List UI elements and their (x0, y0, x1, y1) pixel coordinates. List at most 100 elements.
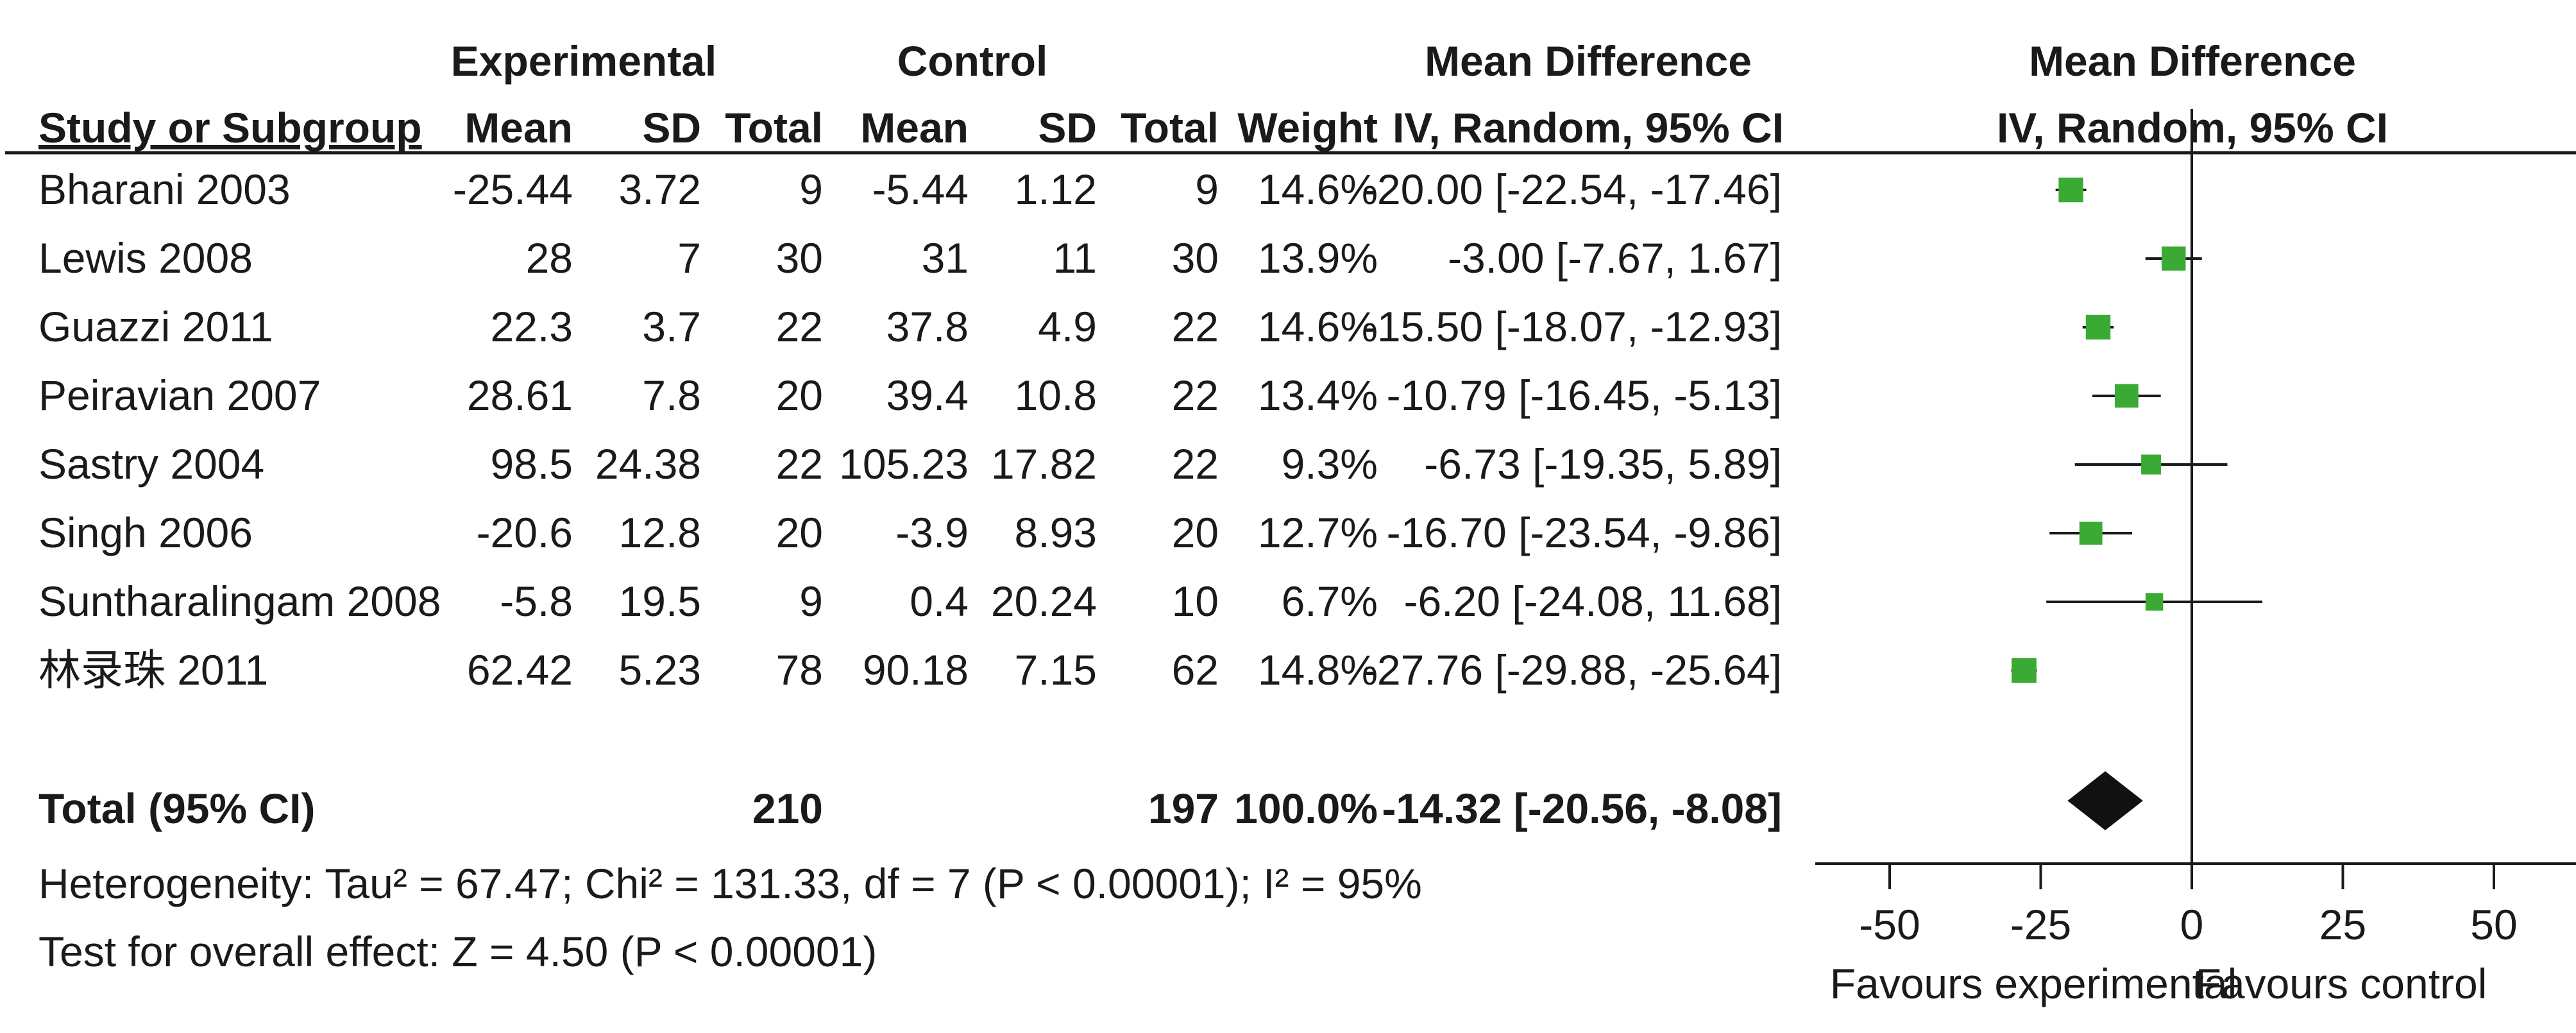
control-sd: 1.12 (1015, 166, 1097, 213)
x-tick-label: -50 (1859, 901, 1920, 948)
experimental-total: 22 (776, 440, 823, 488)
control-total: 10 (1172, 577, 1219, 625)
experimental-total: 9 (799, 577, 823, 625)
study-name: Peiravian 2007 (38, 371, 321, 419)
weight-value: 9.3% (1282, 440, 1378, 488)
control-mean: -5.44 (872, 166, 969, 213)
study-effect-marker (2145, 593, 2164, 611)
experimental-mean-header: Mean (464, 104, 573, 151)
control-mean: 37.8 (886, 303, 969, 350)
mean-difference-table-header: Mean Difference (1425, 37, 1752, 85)
control-mean: -3.9 (895, 509, 969, 556)
x-tick-label: 50 (2470, 901, 2517, 948)
table-row: Bharani 2003 -25.44 3.72 9 -5.44 1.12 9 14.6%-2… (38, 166, 1782, 213)
control-sd: 20.24 (991, 577, 1097, 625)
study-name: Lewis 2008 (38, 234, 253, 282)
experimental-mean: -5.8 (500, 577, 573, 625)
study-effect-marker (2085, 314, 2111, 340)
experimental-total: 20 (776, 371, 823, 419)
x-tick-label: 25 (2319, 901, 2366, 948)
experimental-total: 30 (776, 234, 823, 282)
ci-value: -10.79 [-16.45, -5.13] (1387, 371, 1782, 419)
table-row: Suntharalingam 2008 -5.8 19.5 9 0.4 20.24 10 6.… (38, 577, 1782, 625)
control-mean: 31 (922, 234, 969, 282)
table-row: 林录珠 2011 62.42 5.23 78 90.18 7.15 62 14.8%-27.7… (38, 646, 1782, 694)
weight-value: 14.8% (1258, 646, 1378, 694)
table-row: Guazzi 2011 22.3 3.7 22 37.8 4.9 22 14.6%-15.50… (38, 303, 1782, 350)
experimental-sd: 12.8 (619, 509, 701, 556)
study-name: Singh 2006 (38, 509, 253, 556)
study-name: Guazzi 2011 (38, 303, 273, 350)
control-sd: 17.82 (991, 440, 1097, 488)
favours-control-label: Favours control (2196, 960, 2487, 1007)
pooled-effect-diamond (2067, 771, 2143, 830)
study-column-header: Study or Subgroup (38, 104, 422, 151)
weight-value: 6.7% (1282, 577, 1378, 625)
ci-value: -27.76 [-29.88, -25.64] (1363, 646, 1782, 694)
control-total: 30 (1172, 234, 1219, 282)
control-mean-header: Mean (860, 104, 969, 151)
ci-value: -6.73 [-19.35, 5.89] (1424, 440, 1782, 488)
total-experimental-n: 210 (752, 785, 823, 832)
control-sd-header: SD (1038, 104, 1097, 151)
weight-header: Weight (1237, 104, 1378, 151)
table-row: Sastry 2004 98.5 24.38 22 105.23 17.82 22 9.3% -… (38, 440, 1782, 488)
method-table-header: IV, Random, 95% CI (1393, 104, 1784, 151)
weight-value: 12.7% (1258, 509, 1378, 556)
experimental-mean: -20.6 (477, 509, 573, 556)
study-effect-marker (2162, 246, 2186, 271)
experimental-mean: -25.44 (453, 166, 573, 213)
experimental-sd-header: SD (642, 104, 701, 151)
weight-value: 14.6% (1258, 303, 1378, 350)
total-label: Total (95% CI) (38, 785, 315, 832)
experimental-total: 20 (776, 509, 823, 556)
experimental-total: 22 (776, 303, 823, 350)
control-sd: 4.9 (1038, 303, 1097, 350)
control-mean: 105.23 (839, 440, 969, 488)
control-sd: 7.15 (1015, 646, 1097, 694)
control-mean: 39.4 (886, 371, 969, 419)
experimental-sd: 3.72 (619, 166, 701, 213)
ci-value: -3.00 [-7.67, 1.67] (1448, 234, 1782, 282)
experimental-sd: 5.23 (619, 646, 701, 694)
weight-value: 13.9% (1258, 234, 1378, 282)
mean-difference-plot-header: Mean Difference (2029, 37, 2356, 85)
study-effect-marker (2141, 454, 2162, 475)
control-total: 20 (1172, 509, 1219, 556)
control-total: 9 (1195, 166, 1219, 213)
study-effect-marker (2114, 384, 2139, 408)
study-name: Sastry 2004 (38, 440, 264, 488)
study-name: Suntharalingam 2008 (38, 577, 441, 625)
study-effect-marker (2058, 177, 2083, 203)
experimental-sd: 24.38 (595, 440, 701, 488)
favours-experimental-label: Favours experimental (1830, 960, 2237, 1007)
study-rows: Bharani 2003 -25.44 3.72 9 -5.44 1.12 9 14.6% -2… (38, 166, 1782, 694)
total-weight: 100.0% (1234, 785, 1378, 832)
ci-value: -15.50 [-18.07, -12.93] (1363, 303, 1782, 350)
experimental-mean: 28.61 (467, 371, 573, 419)
study-name: 林录珠 2011 (38, 646, 268, 694)
overall-effect-text: Test for overall effect: Z = 4.50 (P < 0… (38, 928, 877, 975)
heterogeneity-text: Heterogeneity: Tau² = 67.47; Chi² = 131.… (38, 860, 1422, 907)
experimental-sd: 3.7 (642, 303, 701, 350)
control-total: 22 (1172, 440, 1219, 488)
control-mean: 0.4 (910, 577, 969, 625)
control-group-header: Control (897, 37, 1048, 85)
experimental-mean: 98.5 (491, 440, 573, 488)
ci-value: -6.20 [-24.08, 11.68] (1403, 577, 1782, 625)
experimental-sd: 7 (677, 234, 701, 282)
experimental-mean: 62.42 (467, 646, 573, 694)
experimental-mean: 28 (526, 234, 573, 282)
total-control-n: 197 (1148, 785, 1219, 832)
control-total: 62 (1172, 646, 1219, 694)
table-row: Lewis 2008 28 7 30 31 11 30 13.9% -3.00 [-7.67, … (38, 234, 1782, 282)
experimental-total: 9 (799, 166, 823, 213)
experimental-mean: 22.3 (491, 303, 573, 350)
table-row: Singh 2006 -20.6 12.8 20 -3.9 8.93 20 12.7% -16.… (38, 509, 1782, 556)
control-total: 22 (1172, 303, 1219, 350)
control-sd: 8.93 (1015, 509, 1097, 556)
experimental-total: 78 (776, 646, 823, 694)
study-name: Bharani 2003 (38, 166, 291, 213)
ci-value: -16.70 [-23.54, -9.86] (1387, 509, 1782, 556)
